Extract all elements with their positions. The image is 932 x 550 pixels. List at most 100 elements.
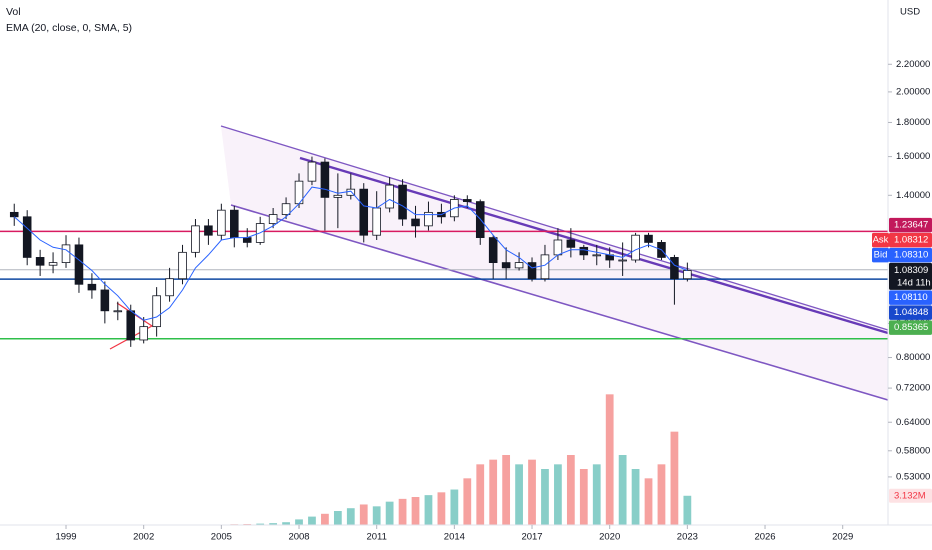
volume-bar [631, 469, 640, 525]
candle-body [488, 237, 498, 264]
currency-label: USD [900, 7, 920, 18]
candle-body [165, 278, 174, 297]
volume-bar [644, 478, 653, 525]
price-tag-name: Ask [873, 235, 889, 246]
price-tag [889, 262, 932, 290]
y-tick-label: 0.53000 [896, 471, 930, 482]
candle-body [178, 251, 187, 280]
price-tag-label: 1.23647 [894, 220, 928, 231]
candle-body [139, 326, 148, 341]
candle-body [553, 239, 563, 256]
candle-body [113, 310, 123, 313]
candle-body [398, 184, 407, 220]
price-tag [889, 247, 932, 263]
candle-body [566, 239, 576, 248]
volume-bar [463, 478, 472, 525]
candle-body [320, 161, 330, 198]
candle-body [514, 262, 524, 269]
candle-body [579, 246, 589, 256]
volume-tag [889, 488, 932, 503]
volume-bar [295, 519, 303, 525]
candle-body [48, 262, 58, 266]
candle-body [359, 188, 369, 236]
ema-line [13, 186, 688, 321]
volume-pane [191, 394, 692, 525]
candle-body [670, 257, 679, 280]
volume-bar [308, 516, 316, 525]
x-tick-label: 2008 [288, 532, 309, 543]
price-tag-label: 1.04848 [894, 307, 928, 318]
volume-bar [489, 459, 498, 525]
channel-upper [220, 125, 889, 331]
volume-bar [605, 394, 614, 525]
y-tick-label: 0.72000 [896, 383, 930, 394]
candle-body [268, 214, 278, 224]
volume-bar [398, 498, 407, 525]
candle-body [204, 225, 213, 236]
price-tag-label: 1.08312 [894, 235, 928, 246]
candle-body [463, 199, 472, 202]
candle-body [424, 211, 433, 227]
volume-bar [657, 464, 666, 525]
candle-body [501, 262, 511, 269]
y-tick-label: 0.64000 [896, 417, 930, 428]
y-tick-label: 0.58000 [896, 445, 930, 456]
volume-bar [566, 455, 575, 525]
volume-bar [476, 464, 485, 525]
channel-lower [230, 204, 889, 401]
volume-bar [541, 469, 549, 525]
candle-body [592, 254, 602, 257]
volume-bar [256, 523, 265, 525]
candle-body [126, 310, 136, 341]
price-tag-name-box [872, 232, 889, 248]
volume-bar [346, 508, 355, 525]
candle-body [385, 184, 394, 209]
volume-bar [683, 495, 692, 525]
x-tick-label: 2002 [133, 532, 154, 543]
x-tick-label: 2014 [444, 532, 465, 543]
candle-body [35, 257, 45, 266]
x-tick-label: 2023 [677, 532, 698, 543]
candle-body [372, 207, 381, 236]
volume-bar [282, 522, 290, 525]
price-axis: 2.200002.000001.800001.600001.400000.900… [55, 59, 930, 543]
price-tag-name: Bid [874, 250, 888, 261]
y-tick-label: 0.80000 [896, 352, 930, 363]
volume-bar [269, 523, 278, 525]
volume-bar [579, 469, 588, 525]
candle-body [631, 234, 640, 261]
x-tick-label: 2029 [832, 532, 853, 543]
volume-bar [321, 513, 329, 525]
price-tag-label: 0.85365 [894, 322, 928, 333]
volume-bar [515, 464, 523, 525]
volume-legend: Vol [6, 6, 21, 18]
candle-body [281, 203, 291, 215]
ema-legend: EMA (20, close, 0, SMA, 5) [6, 22, 132, 34]
volume-bar [424, 495, 433, 525]
x-tick-label: 2020 [599, 532, 620, 543]
levels [0, 230, 888, 340]
x-tick-label: 2017 [521, 532, 542, 543]
price-tag-label: 1.08310 [894, 250, 928, 261]
candle-body [618, 259, 627, 262]
price-tag-label: 1.08110 [894, 292, 928, 303]
y-tick-label: 2.20000 [896, 59, 930, 70]
candle-body [61, 244, 71, 264]
volume-bar [437, 492, 446, 525]
candle-body [242, 237, 252, 243]
countdown-label: 14d 11h [897, 277, 931, 288]
candle-body [152, 295, 161, 328]
volume-bar [359, 504, 368, 525]
candle-body [100, 289, 110, 312]
candle-body [9, 211, 19, 218]
volume-bar [502, 455, 511, 525]
x-tick-label: 1999 [55, 532, 76, 543]
candle-body [411, 218, 420, 227]
candle-body [333, 194, 343, 198]
candle-body [87, 283, 97, 291]
volume-bar [554, 464, 562, 525]
